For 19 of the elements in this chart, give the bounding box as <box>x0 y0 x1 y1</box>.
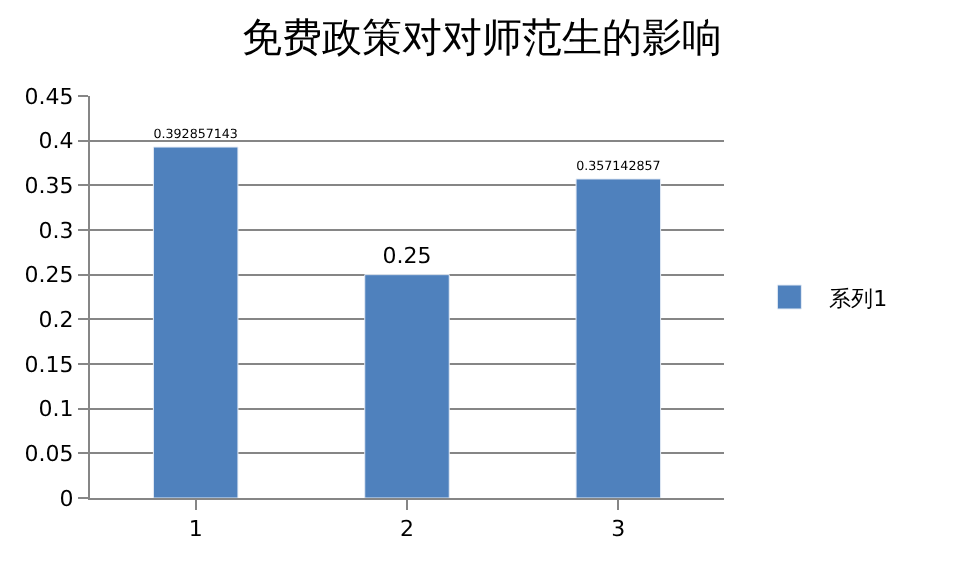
legend-label: 系列1 <box>829 285 888 312</box>
chart-title: 免费政策对对师范生的影响 <box>242 13 722 62</box>
x-tick-label: 3 <box>611 516 626 543</box>
y-tick-label: 0.1 <box>38 396 74 423</box>
bar <box>152 146 239 498</box>
y-tick-label: 0 <box>59 485 74 512</box>
y-tick-label: 0.4 <box>38 128 74 155</box>
y-tick-label: 0.35 <box>24 173 74 200</box>
x-tick-label: 1 <box>188 516 203 543</box>
y-tick-label: 0.05 <box>24 441 74 468</box>
y-tick-label: 0.45 <box>24 83 74 110</box>
y-tick-label: 0.25 <box>24 262 74 289</box>
x-tick-label: 2 <box>400 516 414 543</box>
y-tick-label: 0.3 <box>38 217 74 244</box>
data-label: 0.25 <box>382 242 432 269</box>
bar <box>575 178 662 498</box>
y-tick-label: 0.2 <box>38 307 74 334</box>
bar <box>364 274 450 498</box>
y-tick-label: 0.15 <box>24 351 74 378</box>
